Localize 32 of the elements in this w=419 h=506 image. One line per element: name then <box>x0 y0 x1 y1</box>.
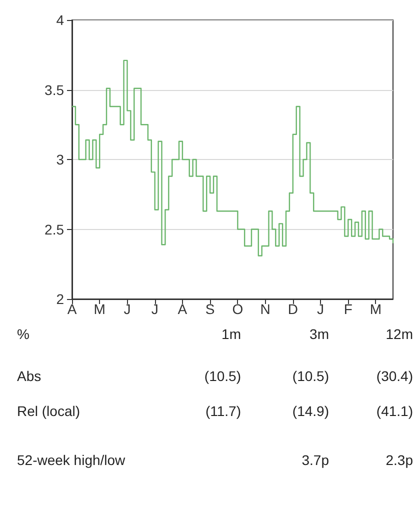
text: (11.7) <box>205 403 241 419</box>
x-tick-label: J <box>151 301 158 317</box>
y-tick-label: 3 <box>56 152 64 168</box>
x-tick-label: A <box>67 301 78 317</box>
x-tick-label: A <box>178 301 188 317</box>
text: (10.5) <box>292 368 329 384</box>
x-tick-label: D <box>288 301 298 317</box>
text: 3.7p <box>302 452 329 468</box>
text: (41.1) <box>376 403 413 419</box>
y-tick-label: 2 <box>56 291 64 307</box>
x-tick-label: J <box>124 301 131 317</box>
x-tick-label: O <box>232 301 244 317</box>
text: 3m <box>310 326 329 342</box>
y-tick-label: 4 <box>56 12 64 28</box>
text: (10.5) <box>204 368 241 384</box>
text: 1m <box>222 326 241 342</box>
x-tick-label: N <box>260 301 270 317</box>
x-tick-label: S <box>205 301 215 317</box>
x-tick-label: M <box>94 301 106 317</box>
text: (14.9) <box>292 403 329 419</box>
y-tick-label: 2.5 <box>44 221 64 238</box>
x-tick-label: F <box>344 301 352 317</box>
text: 12m <box>386 326 413 342</box>
text: (30.4) <box>376 368 413 384</box>
text: Abs <box>17 368 42 384</box>
x-tick-label: M <box>370 301 382 317</box>
text: 52-week high/low <box>17 452 126 468</box>
text: Rel (local) <box>17 403 80 419</box>
text: 2.3p <box>386 452 413 468</box>
text: % <box>17 326 30 342</box>
y-tick-label: 3.5 <box>44 82 64 98</box>
x-tick-label: J <box>317 301 324 317</box>
